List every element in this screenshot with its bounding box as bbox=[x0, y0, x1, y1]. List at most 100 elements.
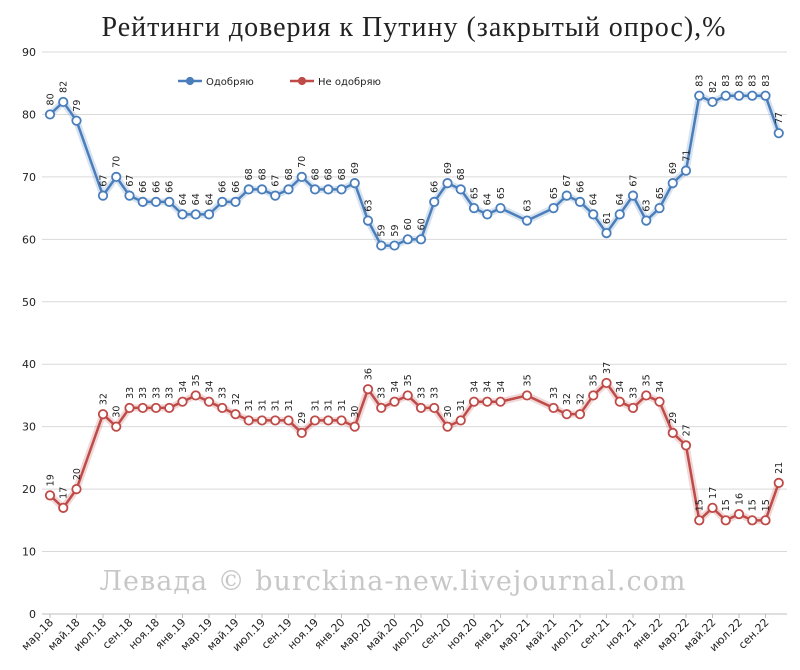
data-label: 63 bbox=[364, 200, 375, 212]
data-label: 83 bbox=[695, 75, 706, 87]
data-label: 33 bbox=[417, 387, 428, 399]
data-point bbox=[150, 196, 162, 207]
data-point bbox=[680, 440, 692, 451]
legend-entry: Не одобряю bbox=[290, 76, 381, 88]
data-label: 64 bbox=[205, 193, 216, 205]
y-tick-label: 90 bbox=[22, 46, 36, 59]
data-point bbox=[574, 196, 586, 207]
data-label: 70 bbox=[112, 156, 123, 168]
y-tick-label: 70 bbox=[22, 171, 36, 184]
data-point bbox=[747, 90, 758, 101]
legend-swatch-marker bbox=[297, 76, 307, 86]
data-label: 35 bbox=[403, 374, 414, 386]
data-point bbox=[323, 415, 334, 426]
data-point bbox=[733, 90, 745, 101]
data-label: 27 bbox=[682, 424, 693, 436]
data-point bbox=[415, 402, 427, 414]
data-point bbox=[217, 196, 228, 207]
data-point bbox=[270, 415, 281, 426]
data-label: 33 bbox=[138, 387, 149, 399]
data-label: 79 bbox=[72, 100, 83, 112]
data-point bbox=[323, 184, 334, 195]
data-label: 16 bbox=[735, 493, 746, 505]
data-point bbox=[402, 390, 413, 401]
data-point bbox=[376, 402, 387, 414]
data-point bbox=[429, 402, 440, 414]
data-label: 15 bbox=[721, 499, 732, 511]
data-point bbox=[442, 421, 453, 432]
data-point bbox=[111, 421, 122, 432]
data-point bbox=[601, 227, 612, 239]
data-point bbox=[402, 234, 413, 245]
data-point bbox=[256, 184, 268, 195]
data-point bbox=[296, 171, 307, 182]
data-label: 31 bbox=[244, 399, 255, 411]
data-point bbox=[733, 508, 745, 520]
data-label: 32 bbox=[99, 393, 110, 405]
y-tick-label: 50 bbox=[22, 296, 36, 309]
data-point bbox=[111, 171, 122, 182]
data-point bbox=[495, 396, 506, 407]
data-label: 64 bbox=[191, 193, 202, 205]
legend-swatch-marker bbox=[185, 76, 195, 86]
data-point bbox=[707, 96, 718, 108]
data-point bbox=[243, 184, 254, 195]
data-label: 67 bbox=[562, 175, 573, 187]
data-label: 68 bbox=[456, 168, 467, 180]
data-point bbox=[203, 209, 215, 220]
data-label: 34 bbox=[615, 381, 626, 393]
data-label: 77 bbox=[774, 112, 785, 124]
data-label: 33 bbox=[430, 387, 441, 399]
data-label: 69 bbox=[443, 162, 454, 174]
y-tick-label: 20 bbox=[22, 483, 36, 496]
data-label: 30 bbox=[350, 406, 361, 418]
data-point bbox=[230, 196, 241, 207]
data-point bbox=[482, 396, 493, 407]
data-point bbox=[680, 165, 692, 176]
data-point bbox=[627, 190, 639, 201]
data-label: 68 bbox=[244, 168, 255, 180]
data-label: 59 bbox=[377, 224, 388, 236]
data-point bbox=[97, 190, 109, 201]
data-label: 31 bbox=[271, 399, 282, 411]
data-label: 82 bbox=[59, 81, 70, 93]
data-label: 32 bbox=[231, 393, 242, 405]
data-label: 34 bbox=[483, 381, 494, 393]
data-point bbox=[627, 402, 639, 414]
y-tick-label: 0 bbox=[29, 608, 36, 621]
data-point bbox=[190, 209, 201, 220]
data-label: 34 bbox=[655, 381, 666, 393]
data-point bbox=[177, 396, 188, 407]
data-point bbox=[309, 184, 321, 195]
data-label: 64 bbox=[589, 193, 600, 205]
data-label: 66 bbox=[430, 181, 441, 193]
data-label: 83 bbox=[748, 75, 759, 87]
data-label: 31 bbox=[456, 399, 467, 411]
data-label: 83 bbox=[721, 75, 732, 87]
data-label: 15 bbox=[761, 499, 772, 511]
data-label: 19 bbox=[46, 474, 57, 486]
data-point bbox=[362, 384, 374, 395]
data-point bbox=[588, 390, 599, 401]
data-point bbox=[601, 377, 612, 389]
data-point bbox=[468, 396, 480, 407]
data-label: 68 bbox=[311, 168, 322, 180]
data-point bbox=[243, 415, 254, 426]
data-point bbox=[455, 415, 466, 426]
data-label: 71 bbox=[682, 150, 693, 162]
data-label: 82 bbox=[708, 81, 719, 93]
data-label: 29 bbox=[668, 412, 679, 424]
data-point bbox=[773, 477, 784, 488]
data-label: 63 bbox=[642, 200, 653, 212]
gridlines bbox=[42, 51, 787, 553]
data-label: 66 bbox=[138, 181, 149, 193]
data-point bbox=[71, 484, 82, 495]
data-point bbox=[203, 396, 215, 407]
chart-title: Рейтинги доверия к Путину (закрытый опро… bbox=[102, 12, 727, 43]
data-label: 37 bbox=[602, 362, 613, 374]
data-label: 31 bbox=[258, 399, 269, 411]
data-label: 67 bbox=[271, 175, 282, 187]
data-label: 34 bbox=[178, 381, 189, 393]
